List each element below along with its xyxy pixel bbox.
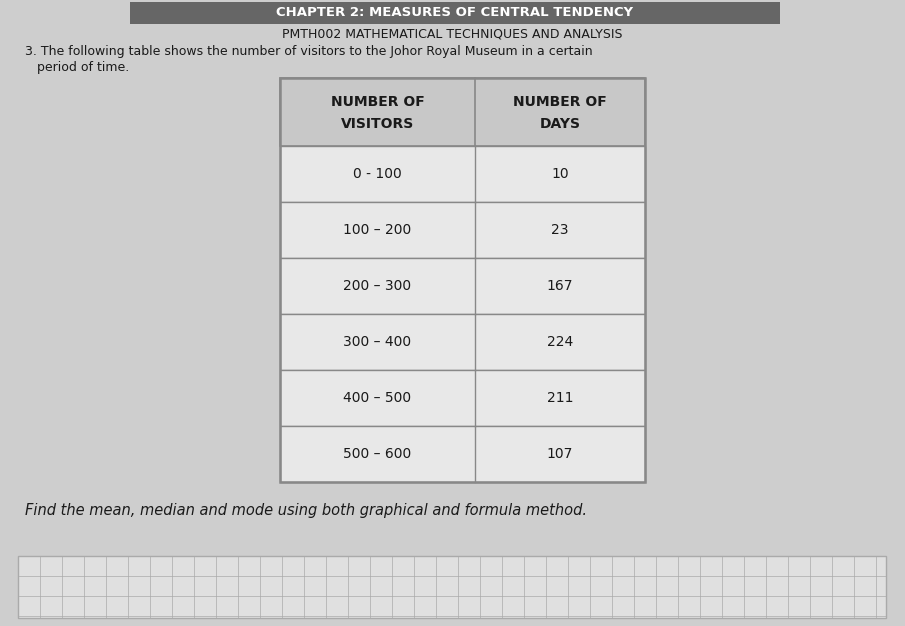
Text: 3. The following table shows the number of visitors to the Johor Royal Museum in: 3. The following table shows the number …: [25, 46, 593, 58]
Text: 224: 224: [547, 335, 573, 349]
Bar: [280, 78, 645, 482]
Text: DAYS: DAYS: [539, 117, 580, 131]
Text: PMTH002 MATHEMATICAL TECHNIQUES AND ANALYSIS: PMTH002 MATHEMATICAL TECHNIQUES AND ANAL…: [281, 28, 623, 41]
Text: 23: 23: [551, 223, 568, 237]
Bar: [280, 146, 645, 202]
Bar: [280, 202, 645, 258]
Text: 100 – 200: 100 – 200: [343, 223, 412, 237]
Text: VISITORS: VISITORS: [341, 117, 414, 131]
Text: period of time.: period of time.: [25, 61, 129, 73]
Bar: [18, 556, 886, 618]
Text: 300 – 400: 300 – 400: [343, 335, 412, 349]
Text: 211: 211: [547, 391, 573, 405]
Text: NUMBER OF: NUMBER OF: [513, 95, 607, 109]
Text: 107: 107: [547, 447, 573, 461]
Bar: [280, 78, 645, 146]
Text: Find the mean, median and mode using both graphical and formula method.: Find the mean, median and mode using bot…: [25, 503, 587, 518]
Bar: [280, 258, 645, 314]
Text: 0 - 100: 0 - 100: [353, 167, 402, 181]
Text: CHAPTER 2: MEASURES OF CENTRAL TENDENCY: CHAPTER 2: MEASURES OF CENTRAL TENDENCY: [276, 6, 634, 19]
Text: 167: 167: [547, 279, 573, 293]
Bar: [280, 426, 645, 482]
Bar: [280, 370, 645, 426]
Text: NUMBER OF: NUMBER OF: [330, 95, 424, 109]
Text: 10: 10: [551, 167, 569, 181]
Text: 400 – 500: 400 – 500: [343, 391, 412, 405]
Text: 200 – 300: 200 – 300: [343, 279, 412, 293]
Bar: [130, 2, 780, 24]
Text: 500 – 600: 500 – 600: [343, 447, 412, 461]
Bar: [280, 314, 645, 370]
